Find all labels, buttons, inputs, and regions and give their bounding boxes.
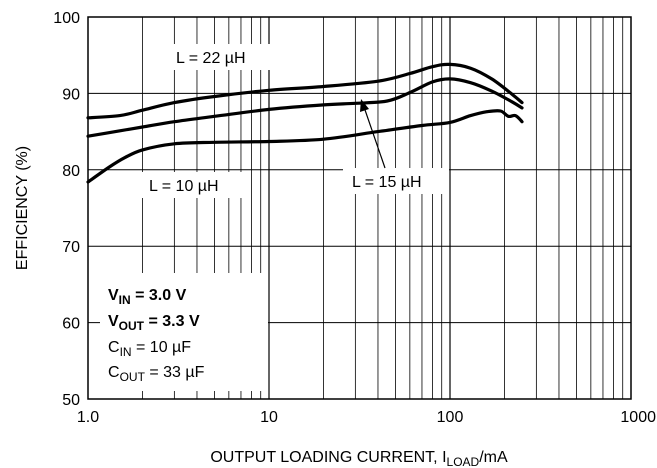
x-tick-labels: 1.0 10 100 1000 — [77, 409, 656, 426]
series-line-10uH — [86, 109, 524, 184]
y-tick-label: 80 — [62, 163, 80, 180]
y-tick-label: 100 — [53, 10, 80, 27]
condition-vout: VOUT = 3.3 V — [108, 313, 200, 333]
x-tick-label: 1.0 — [77, 409, 99, 426]
arrow-15uH-shaft — [363, 106, 386, 169]
x-tick-label: 100 — [437, 409, 464, 426]
series-line-22uH — [86, 62, 524, 120]
y-axis-title: EFFICIENCY (%) — [14, 146, 31, 270]
y-tick-label: 60 — [62, 316, 80, 333]
x-tick-label: 10 — [260, 409, 278, 426]
arrow-15uH-head — [360, 99, 369, 112]
condition-cin: CIN = 10 µF — [108, 339, 191, 359]
curve-label-10uH-bg — [141, 172, 247, 198]
curve-label-15uH-bg — [343, 168, 449, 194]
series-curves — [86, 62, 524, 184]
condition-cout: COUT = 33 µF — [108, 364, 205, 384]
x-tick-label: 1000 — [620, 409, 656, 426]
curve-label-10uH: L = 10 µH — [149, 178, 219, 195]
x-axis-title: OUTPUT LOADING CURRENT, ILOAD/mA — [210, 449, 508, 468]
curve-label-22uH: L = 22 µH — [176, 50, 246, 67]
y-tick-labels: 50 60 70 80 90 100 — [53, 10, 80, 409]
curve-label-15uH: L = 15 µH — [352, 174, 422, 191]
y-tick-label: 50 — [62, 392, 80, 409]
plot-frame — [87, 16, 632, 400]
y-tick-label: 70 — [62, 239, 80, 256]
series-line-15uH — [86, 77, 524, 138]
curve-label-22uH-bg — [167, 44, 273, 70]
condition-vin: VIN = 3.0 V — [108, 287, 187, 307]
conditions-bg — [100, 273, 268, 391]
y-tick-label: 90 — [62, 86, 80, 103]
